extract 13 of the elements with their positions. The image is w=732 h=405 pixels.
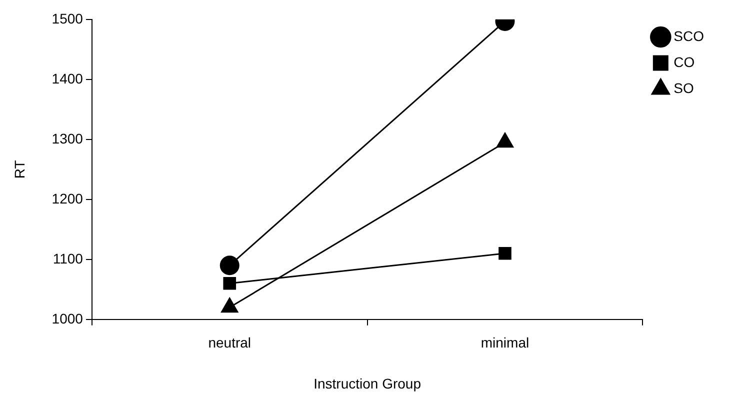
x-tick-label: neutral [208, 334, 252, 351]
y-axis-title: RT [11, 160, 28, 179]
y-tick-label: 1200 [52, 190, 84, 206]
y-tick-label: 1000 [52, 310, 84, 326]
y-tick-label: 1100 [52, 250, 84, 266]
y-tick-label: 1500 [52, 10, 84, 26]
legend-label: SO [674, 80, 694, 96]
legend-label: SCO [674, 28, 704, 44]
y-tick-label: 1300 [52, 130, 84, 146]
x-axis-title: Instruction Group [314, 375, 422, 392]
x-tick-label: minimal [480, 334, 530, 351]
y-tick-label: 1400 [52, 70, 84, 86]
legend-label: CO [674, 54, 695, 70]
